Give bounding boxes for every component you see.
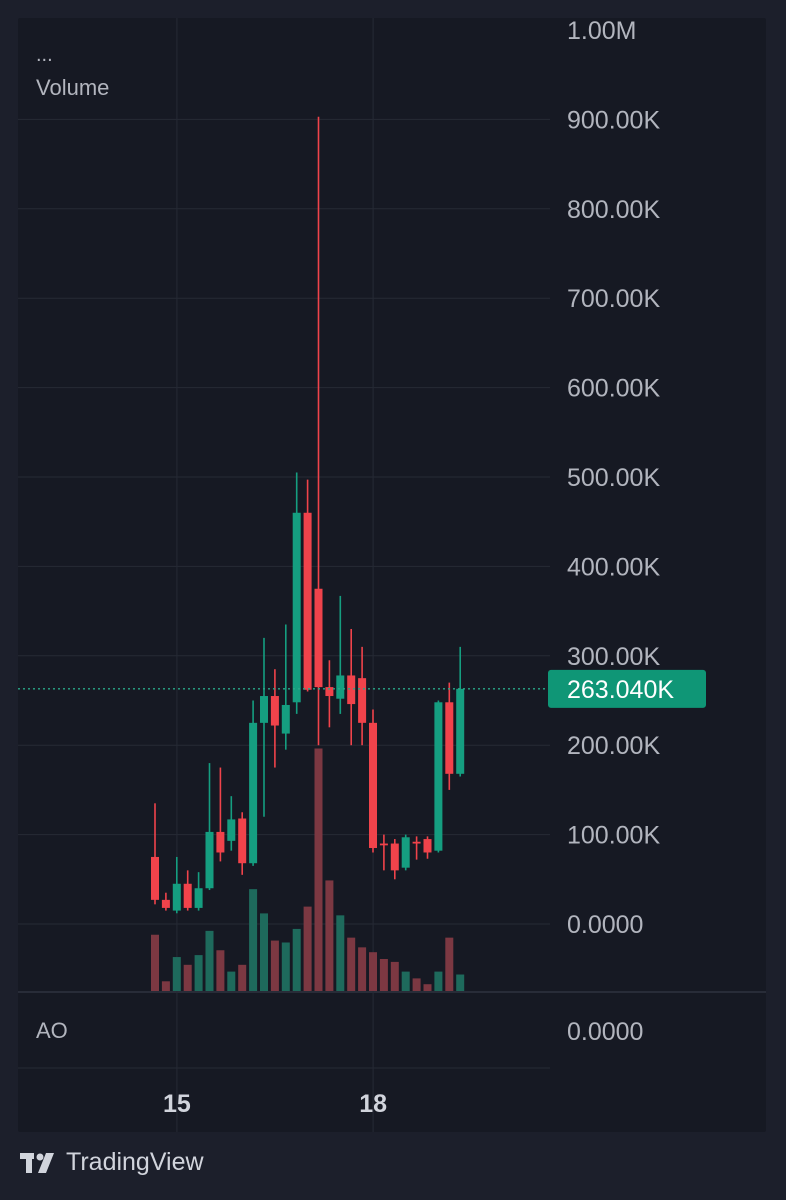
candle-body xyxy=(336,675,345,699)
volume-bar xyxy=(314,748,323,991)
y-tick-label: 500.00K xyxy=(567,464,660,492)
candle-body xyxy=(412,841,421,844)
candle-body xyxy=(161,899,170,908)
y-tick-label: 1.00M xyxy=(567,17,636,45)
volume-bar xyxy=(336,915,345,991)
volume-bar xyxy=(194,955,203,991)
candle-body xyxy=(249,722,258,864)
candle-body xyxy=(314,588,323,688)
candle-body xyxy=(358,678,367,723)
y-tick-label: 200.00K xyxy=(567,732,660,760)
candle-body xyxy=(194,888,203,908)
volume-bar xyxy=(227,971,236,991)
volume-bar xyxy=(183,964,192,991)
candle-body xyxy=(238,818,247,864)
volume-bar xyxy=(456,974,465,991)
candle-body xyxy=(183,883,192,908)
volume-bar xyxy=(292,928,301,991)
y-tick-label: 800.00K xyxy=(567,196,660,224)
x-tick-label: 15 xyxy=(163,1090,191,1118)
last-price-tag xyxy=(548,669,706,708)
volume-bar xyxy=(249,889,258,991)
chart-panel xyxy=(18,18,766,1132)
tradingview-logo-icon xyxy=(20,1152,54,1173)
volume-bar xyxy=(358,947,367,991)
volume-bar xyxy=(205,930,214,991)
candle-body xyxy=(379,843,388,846)
volume-bar xyxy=(238,964,247,991)
candle-body xyxy=(456,688,465,774)
candle-body xyxy=(303,512,312,690)
volume-bar xyxy=(281,942,290,991)
last-price-label: 263.040K xyxy=(567,676,674,704)
y-tick-label: 900.00K xyxy=(567,106,660,134)
candle-body xyxy=(347,675,356,705)
candle-body xyxy=(260,696,268,723)
volume-bar xyxy=(379,958,388,991)
candle-body xyxy=(390,843,399,871)
y-tick-label: 300.00K xyxy=(567,643,660,671)
candle-body xyxy=(325,687,334,697)
candle-body xyxy=(216,831,225,853)
ao-axis-label: 0.0000 xyxy=(567,1018,643,1046)
volume-bar xyxy=(390,961,399,991)
y-tick-label: 400.00K xyxy=(567,553,660,581)
tradingview-brand[interactable]: TradingView xyxy=(20,1148,204,1177)
volume-bar xyxy=(151,934,159,991)
candle-body xyxy=(445,702,454,774)
candle-body xyxy=(205,831,214,889)
volume-legend[interactable]: Volume xyxy=(36,75,110,100)
volume-bar xyxy=(401,971,410,991)
volume-bar xyxy=(412,978,421,991)
volume-bar xyxy=(260,913,268,991)
volume-bar xyxy=(423,984,432,991)
candle-body xyxy=(434,702,443,851)
y-tick-label: 0.0000 xyxy=(567,911,643,939)
volume-bar xyxy=(216,950,225,991)
legend-menu-dots[interactable]: ... xyxy=(36,44,53,66)
candle-body xyxy=(401,837,410,868)
y-tick-label: 700.00K xyxy=(567,285,660,313)
candle-body xyxy=(423,839,432,853)
candle-body xyxy=(281,704,290,734)
volume-bar xyxy=(445,937,454,991)
x-tick-label: 18 xyxy=(359,1090,387,1118)
volume-bar xyxy=(161,981,170,991)
volume-bar xyxy=(172,957,181,991)
y-tick-label: 100.00K xyxy=(567,822,660,850)
candle-body xyxy=(292,512,301,703)
volume-bar xyxy=(434,971,443,991)
candle-body xyxy=(227,819,236,841)
candle-body xyxy=(369,722,377,849)
volume-bar xyxy=(303,906,312,991)
brand-name: TradingView xyxy=(66,1148,204,1176)
candle-body xyxy=(270,696,279,726)
volume-bar xyxy=(347,937,356,991)
ao-indicator-label[interactable]: AO xyxy=(36,1018,68,1043)
volume-bar xyxy=(325,880,334,991)
y-tick-label: 600.00K xyxy=(567,375,660,403)
candle-body xyxy=(172,883,181,911)
volume-bar xyxy=(270,940,279,991)
volume-bar xyxy=(369,952,377,991)
candle-body xyxy=(151,856,159,900)
